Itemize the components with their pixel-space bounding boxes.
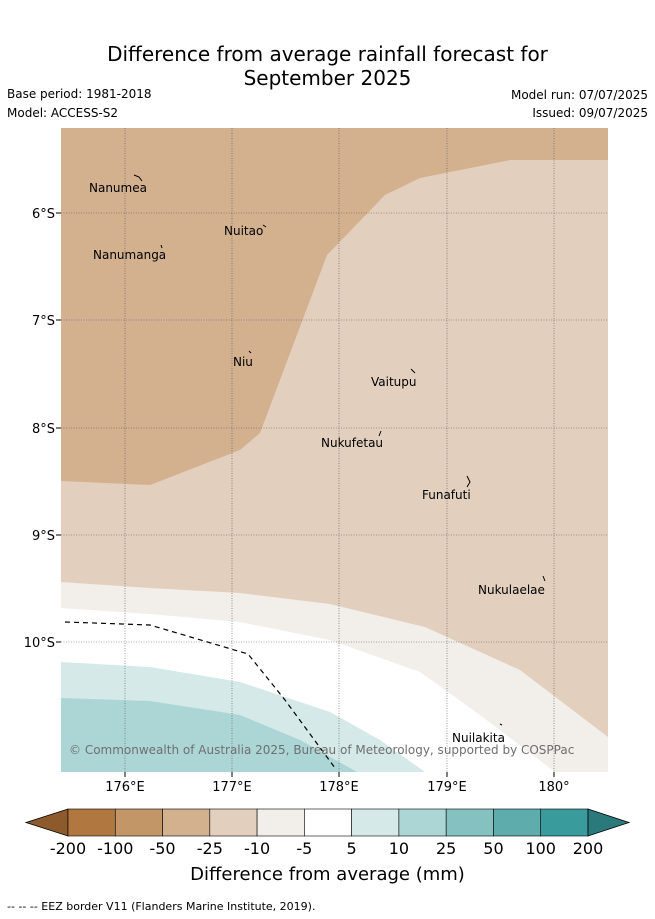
colorbar-swatch	[304, 808, 352, 837]
colorbar-swatch	[256, 808, 305, 837]
nanumanga-atoll-shape	[160, 244, 163, 249]
model-name: Model: ACCESS-S2	[7, 106, 119, 120]
colorbar-tick-label: -200	[49, 839, 87, 858]
lon-label-178e: 178°E	[319, 780, 359, 795]
lon-label-176e: 176°E	[105, 780, 145, 795]
model-run: Model run: 07/07/2025	[510, 88, 648, 102]
place-nukufetau: Nukufetau	[321, 436, 383, 450]
title-line-2: September 2025	[243, 66, 412, 90]
colorbar-tick-label: 50	[483, 839, 504, 858]
nukulaelae-atoll-shape	[542, 575, 546, 582]
base-period: Base period: 1981-2018	[7, 87, 152, 101]
colorbar-title: Difference from average (mm)	[190, 864, 465, 885]
lat-label-7s: 7°S	[32, 314, 55, 329]
band-10-to-25	[61, 698, 357, 772]
colorbar-tick-label: 25	[435, 839, 457, 858]
colorbar-tick-label: 100	[525, 839, 556, 858]
colorbar-swatch	[540, 808, 589, 837]
rainfall-map: Nanumea Nuitao Nanumanga Niu Vaitupu Nuk…	[61, 128, 608, 772]
colorbar-swatch	[114, 808, 163, 837]
lon-ticks	[124, 772, 555, 777]
place-vaitupu: Vaitupu	[371, 375, 417, 389]
colorbar-extend-low	[24, 808, 69, 837]
place-nanumanga: Nanumanga	[93, 248, 166, 262]
colorbar-extend-high	[587, 808, 631, 837]
colorbar	[24, 808, 631, 837]
title-line-1: Difference from average rainfall forecas…	[107, 42, 548, 66]
colorbar-tick-label: -100	[97, 839, 134, 858]
place-nuilakita: Nuilakita	[452, 731, 505, 745]
colorbar-tick-label: -5	[296, 839, 313, 858]
place-funafuti: Funafuti	[422, 488, 471, 502]
colorbar-tick-label: -50	[149, 839, 176, 858]
niu-atoll-shape	[248, 350, 252, 354]
lat-label-8s: 8°S	[32, 422, 55, 437]
eez-footnote: -- -- -- EEZ border V11 (Flanders Marine…	[7, 900, 316, 913]
colorbar-swatch	[209, 808, 258, 837]
lat-label-6s: 6°S	[32, 207, 55, 222]
colorbar-tick-label: 5	[346, 839, 357, 858]
colorbar-tick-label: -10	[244, 839, 271, 858]
lon-label-177e: 177°E	[212, 780, 252, 795]
colorbar-tick-label: 10	[388, 839, 410, 858]
place-nuitao: Nuitao	[224, 224, 263, 238]
colorbar-swatch	[493, 808, 542, 837]
issued-date: Issued: 09/07/2025	[532, 106, 648, 120]
nanumea-atoll-shape	[133, 174, 143, 182]
place-nukulaelae: Nukulaelae	[478, 583, 545, 597]
eez-border	[64, 621, 336, 769]
nukufetau-atoll-shape	[378, 430, 382, 437]
nuitao-atoll-shape	[262, 224, 267, 228]
gridlines	[61, 128, 608, 772]
colorbar-swatch	[162, 808, 211, 837]
place-niu: Niu	[233, 355, 253, 369]
colorbar-tick-label: 200	[572, 839, 604, 858]
atoll-outlines	[133, 174, 546, 726]
nuilakita-atoll-shape	[499, 723, 503, 726]
colorbar-swatch	[445, 808, 494, 837]
colorbar-tick-label: -25	[196, 839, 223, 858]
copyright-notice: © Commonwealth of Australia 2025, Bureau…	[69, 743, 574, 757]
colorbar-swatch	[351, 808, 400, 837]
colorbar-swatch	[398, 808, 447, 837]
funafuti-atoll-shape	[466, 475, 471, 488]
lat-label-9s: 9°S	[32, 529, 55, 544]
colorbar-swatch	[67, 808, 116, 837]
place-nanumea: Nanumea	[89, 181, 147, 195]
lat-ticks	[56, 212, 61, 643]
lon-label-180: 180°	[538, 780, 569, 795]
lon-label-179e: 179°E	[427, 780, 467, 795]
vaitupu-atoll-shape	[410, 368, 416, 374]
band-minus-50-to-minus-25	[61, 128, 608, 485]
lat-label-10s: 10°S	[24, 636, 55, 651]
